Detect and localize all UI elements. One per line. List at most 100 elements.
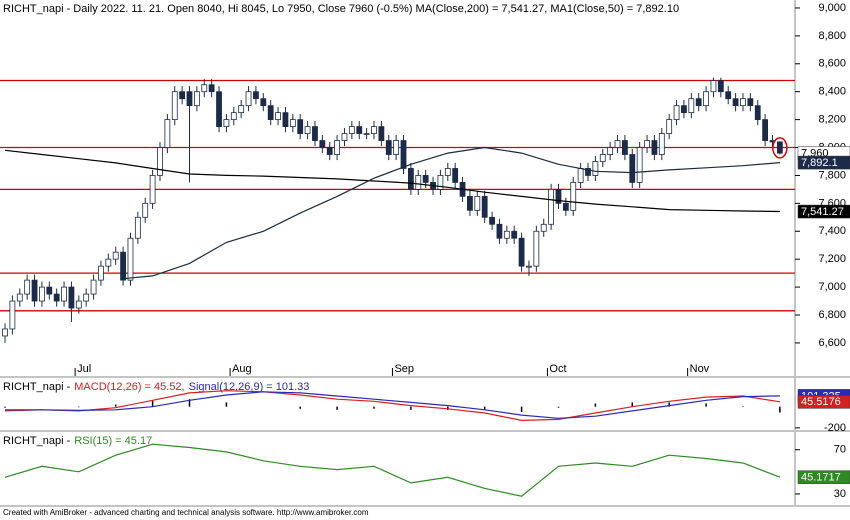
candle-body [651, 140, 658, 155]
candle-body [253, 91, 259, 100]
candle-body [90, 279, 97, 295]
candle-body [444, 168, 451, 176]
candle-body [511, 230, 518, 239]
chart-title: RICHT_napi - Daily 2022. 11. 21. Open 80… [3, 3, 679, 15]
candle-body [157, 147, 163, 176]
candle-body [120, 251, 126, 281]
candle-body [164, 119, 171, 148]
y-tick-label: 8,600 [818, 58, 846, 70]
candle-body [681, 105, 687, 114]
candle-body [636, 147, 643, 183]
candle-body [348, 126, 355, 134]
candle-body [83, 293, 90, 302]
candle-body [186, 91, 193, 107]
y-tick-label: 8,800 [818, 30, 846, 42]
candle-body [710, 80, 717, 93]
candle-body [496, 223, 503, 239]
candle-body [740, 98, 746, 107]
candle-body [703, 91, 709, 107]
candle-body [179, 91, 186, 100]
candle-body [238, 105, 245, 114]
candle-body [489, 216, 495, 225]
candle-body [481, 195, 488, 218]
candle-body [142, 202, 149, 218]
candle-body [193, 91, 200, 107]
candle-body [762, 119, 769, 141]
candle-body [732, 98, 739, 107]
candle-body [319, 140, 326, 148]
candle-body [75, 300, 82, 309]
candle-body [503, 230, 510, 239]
candle-body [297, 119, 304, 134]
value-tag [797, 470, 850, 484]
value-tag-label: 7,892.1 [801, 157, 838, 169]
candle-body [452, 168, 459, 183]
panel-title: RICHT_napi - MACD(12,26) = 45.52, Signal(1… [3, 381, 309, 393]
x-tick-label: Oct [549, 363, 566, 375]
candle-body [622, 140, 628, 155]
candle-body [230, 112, 237, 121]
candle-body [127, 237, 134, 281]
candle-body [98, 265, 104, 281]
candle-body [39, 286, 45, 302]
panel-title: RICHT_napi - RSI(15) = 45.17 [3, 435, 152, 447]
value-tag-label: 7,541.27 [801, 206, 844, 218]
candle-body [61, 286, 67, 302]
y-tick-label: 6,800 [818, 309, 846, 321]
candle-body [149, 175, 156, 204]
candle-body [53, 293, 60, 302]
candle-body [201, 84, 208, 93]
candle-body [629, 154, 636, 183]
panel-title-prefix: RICHT_napi - [3, 381, 71, 393]
candle-body [599, 154, 606, 162]
candle-body [304, 126, 311, 134]
series-line [4, 149, 780, 213]
candle-body [334, 140, 340, 155]
candle-body [112, 251, 119, 260]
candle-body [363, 133, 370, 135]
candle-body [341, 133, 348, 141]
candle-body [658, 133, 665, 155]
candle-body [666, 119, 673, 134]
candle-body [592, 161, 599, 176]
candle-body [540, 223, 547, 232]
y-tick-label: 8,200 [818, 114, 846, 126]
candle-body [688, 98, 695, 114]
legend-entry: RSI(15) = 45.17 [74, 435, 152, 447]
y-tick-label: 70 [834, 444, 846, 456]
x-tick-label: Aug [232, 363, 252, 375]
candle-body [289, 119, 296, 127]
candle-body [68, 286, 75, 309]
legend-entry: MACD(12,26) = 45.52, [74, 381, 184, 393]
candle-body [282, 112, 289, 127]
y-tick-label: 6,600 [818, 337, 846, 349]
candle-body [2, 328, 8, 337]
candle-body [326, 147, 333, 155]
candle-body [171, 91, 178, 121]
x-tick-label: Jul [77, 363, 91, 375]
value-tag-label: 45.1717 [801, 472, 841, 484]
candle-body [673, 105, 680, 121]
candle-body [46, 286, 53, 295]
candle-body [134, 216, 141, 239]
candle-body [644, 140, 650, 148]
candle-body [776, 141, 783, 154]
candle-body [437, 175, 444, 190]
series-line [123, 146, 780, 280]
candle-body [518, 237, 525, 267]
candle-body [422, 175, 429, 183]
x-tick-label: Sep [394, 363, 414, 375]
candle-body [570, 182, 577, 211]
candle-body [371, 126, 377, 134]
y-tick-label: 7,000 [818, 281, 846, 293]
candle-body [393, 140, 400, 155]
candle-body [695, 98, 702, 107]
value-tag [797, 204, 850, 219]
series-line [4, 390, 780, 422]
candle-body [614, 140, 621, 148]
candle-body [31, 279, 38, 302]
candle-body [526, 265, 532, 268]
candle-body [312, 126, 318, 141]
